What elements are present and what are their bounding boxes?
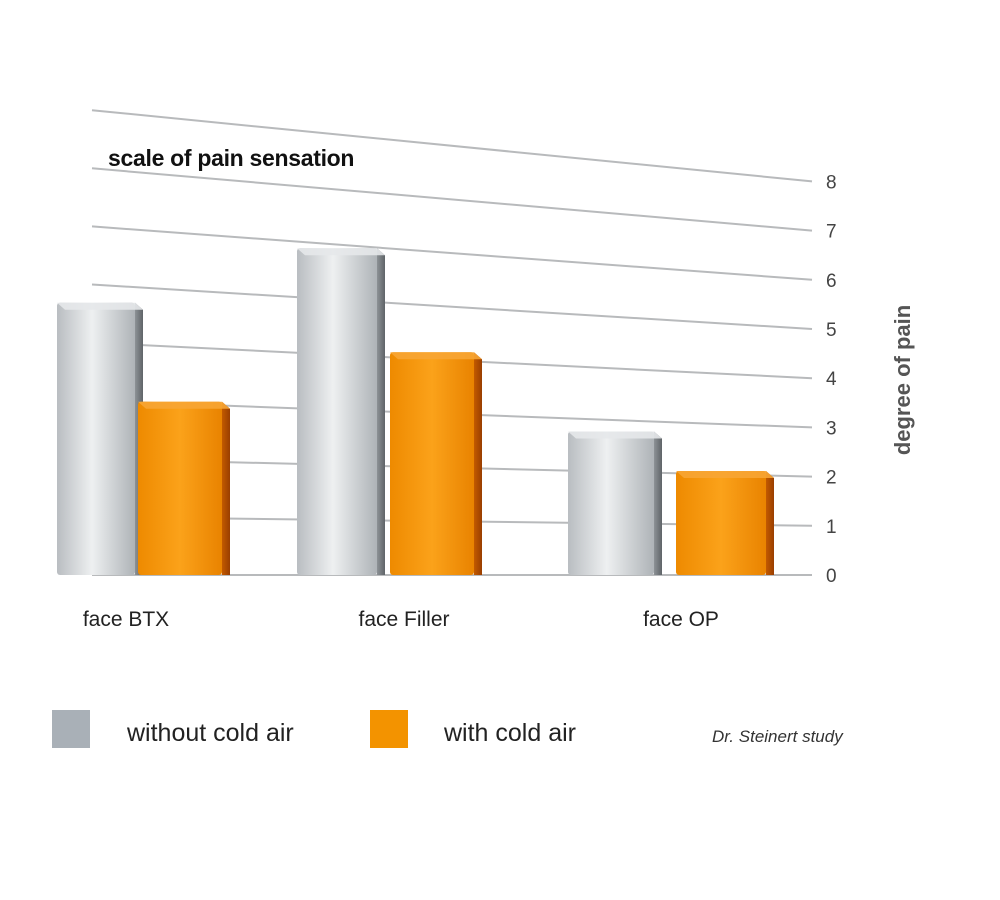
bar-side xyxy=(654,431,662,575)
y-tick-label: 5 xyxy=(826,320,837,341)
gridline-5 xyxy=(91,283,813,330)
y-tick-label: 1 xyxy=(826,517,837,538)
bar-front xyxy=(390,352,474,575)
legend-swatch-without-cold-air xyxy=(52,710,90,748)
bar-with-cold-air-1 xyxy=(390,352,482,575)
y-tick-label: 7 xyxy=(826,222,837,243)
legend-swatch-with-cold-air xyxy=(370,710,408,748)
bar-front xyxy=(676,471,766,575)
bar-front xyxy=(568,431,654,575)
bar-without-cold-air-0 xyxy=(57,302,143,575)
bar-side xyxy=(766,471,774,575)
gridline-6 xyxy=(91,225,813,281)
bar-top xyxy=(676,471,774,479)
bar-front xyxy=(297,248,377,576)
y-tick-label: 3 xyxy=(826,418,837,439)
bar-front xyxy=(138,401,222,575)
y-tick-label: 8 xyxy=(826,172,837,193)
bar-top xyxy=(568,431,662,439)
y-tick-label: 4 xyxy=(826,369,837,390)
y-axis-label: degree of pain xyxy=(890,304,915,456)
bar-top xyxy=(138,401,230,409)
gridline-8 xyxy=(91,109,813,183)
source-note: Dr. Steinert study xyxy=(712,727,843,746)
bar-side xyxy=(474,352,482,575)
y-tick-label: 2 xyxy=(826,468,837,489)
bar-side xyxy=(377,248,385,576)
bar-side xyxy=(222,401,230,575)
x-tick-label: face BTX xyxy=(83,608,169,631)
bar-top xyxy=(297,248,385,256)
y-tick-label: 0 xyxy=(826,566,837,587)
bar-with-cold-air-0 xyxy=(138,401,230,575)
bar-with-cold-air-2 xyxy=(676,471,774,575)
x-tick-label: face Filler xyxy=(358,608,449,631)
bar-without-cold-air-1 xyxy=(297,248,385,576)
bar-top xyxy=(390,352,482,360)
bar-top xyxy=(57,302,143,310)
bar-front xyxy=(57,302,135,575)
x-tick-label: face OP xyxy=(643,608,719,631)
legend-label-without-cold-air: without cold air xyxy=(127,719,294,747)
bar-without-cold-air-2 xyxy=(568,431,662,575)
chart-title: scale of pain sensation xyxy=(108,145,355,171)
legend-label-with-cold-air: with cold air xyxy=(444,719,576,747)
gridline-7 xyxy=(91,167,813,232)
y-tick-label: 6 xyxy=(826,271,837,292)
